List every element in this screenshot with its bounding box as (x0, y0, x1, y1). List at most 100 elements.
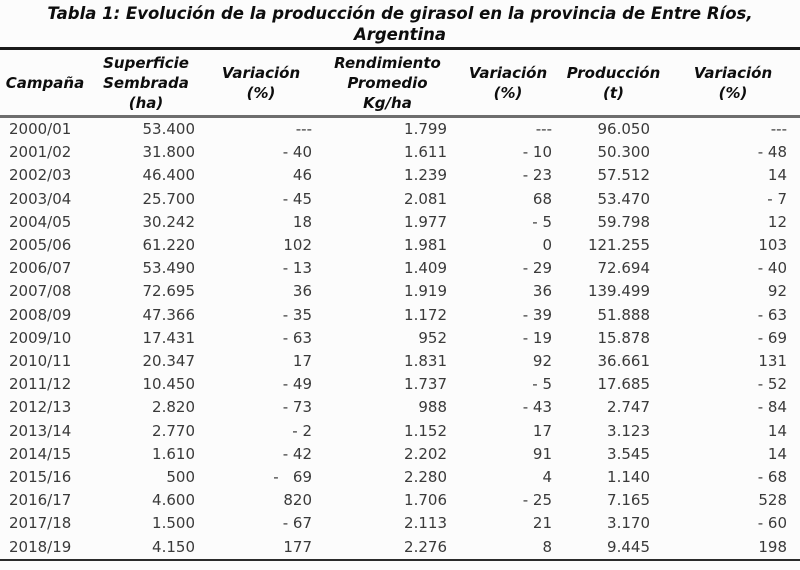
cell-produccion-t: 3.170 (607, 514, 650, 533)
cell-variacion-rendimiento-pct: - 10 (522, 143, 552, 162)
cell-campana: 2010/11 (9, 352, 72, 371)
cell-campana: 2002/03 (9, 166, 72, 185)
cell-rendimiento-promedio-kg-ha: 1.919 (404, 282, 447, 301)
cell-variacion-superficie-pct: - 49 (282, 375, 312, 394)
table-title-line1: Tabla 1: Evolución de la producción de g… (47, 4, 753, 23)
column-header-superficie-sembrada-ha: Superficie Sembrada (ha) (90, 50, 202, 118)
cell-variacion-rendimiento-pct: - 5 (532, 375, 552, 394)
cell-rendimiento-promedio-kg-ha: 1.152 (404, 421, 447, 440)
cell-variacion-superficie-pct: 17 (292, 352, 312, 371)
cell-superficie-sembrada-ha: 31.800 (142, 143, 196, 162)
cell-variacion-superficie-pct: 177 (283, 537, 312, 556)
column-header-produccion-t: Producción (t) (561, 50, 666, 118)
cell-superficie-sembrada-ha: 1.500 (152, 514, 195, 533)
cell-produccion-t: 36.661 (597, 352, 651, 371)
cell-rendimiento-promedio-kg-ha: 1.239 (404, 166, 447, 185)
cell-rendimiento-promedio-kg-ha: 1.831 (404, 352, 447, 371)
cell-produccion-t: 121.255 (587, 236, 650, 255)
cell-produccion-t: 9.445 (607, 537, 650, 556)
cell-campana: 2007/08 (9, 282, 72, 301)
cell-variacion-rendimiento-pct: - 39 (522, 305, 552, 324)
cell-variacion-produccion-pct: - 40 (757, 259, 787, 278)
cell-variacion-superficie-pct: - 40 (282, 143, 312, 162)
cell-produccion-t: 96.050 (597, 120, 651, 138)
column-header-rendimiento-promedio-kg-ha: Rendimiento Promedio Kg/ha (320, 50, 455, 118)
cell-variacion-superficie-pct: - 35 (282, 305, 312, 324)
table-row: 2007/08 72.695 36 1.919 36 139.499 92 (0, 280, 800, 303)
cell-variacion-superficie-pct: 46 (292, 166, 312, 185)
cell-rendimiento-promedio-kg-ha: 952 (418, 328, 447, 347)
cell-superficie-sembrada-ha: 20.347 (142, 352, 196, 371)
table-title-line2: Argentina (353, 25, 447, 44)
cell-rendimiento-promedio-kg-ha: 2.276 (404, 537, 447, 556)
cell-rendimiento-promedio-kg-ha: 1.706 (404, 491, 447, 510)
table-row: 2016/17 4.600 820 1.706 - 25 7.165 528 (0, 489, 800, 512)
cell-variacion-produccion-pct: - 63 (757, 305, 787, 324)
table-row: 2018/19 4.150 177 2.276 8 9.445 198 (0, 536, 800, 560)
cell-campana: 2012/13 (9, 398, 72, 417)
cell-variacion-rendimiento-pct: 36 (532, 282, 552, 301)
cell-produccion-t: 139.499 (587, 282, 650, 301)
cell-produccion-t: 1.140 (607, 468, 650, 487)
cell-produccion-t: 57.512 (597, 166, 651, 185)
cell-superficie-sembrada-ha: 1.610 (152, 444, 195, 463)
cell-campana: 2017/18 (9, 514, 72, 533)
cell-superficie-sembrada-ha: 46.400 (142, 166, 196, 185)
cell-campana: 2011/12 (9, 375, 72, 394)
cell-variacion-rendimiento-pct: --- (535, 120, 552, 138)
cell-variacion-superficie-pct: - 69 (273, 468, 312, 487)
cell-superficie-sembrada-ha: 47.366 (142, 305, 196, 324)
cell-rendimiento-promedio-kg-ha: 1.799 (404, 120, 447, 138)
cell-superficie-sembrada-ha: 53.490 (142, 259, 196, 278)
cell-campana: 2014/15 (9, 444, 72, 463)
cell-variacion-rendimiento-pct: - 43 (522, 398, 552, 417)
cell-superficie-sembrada-ha: 4.600 (152, 491, 195, 510)
column-header-variacion-produccion-pct: Variación (%) (666, 50, 800, 118)
cell-superficie-sembrada-ha: 10.450 (142, 375, 196, 394)
cell-variacion-produccion-pct: 14 (767, 166, 787, 185)
cell-variacion-produccion-pct: 12 (767, 212, 787, 231)
cell-variacion-superficie-pct: - 13 (282, 259, 312, 278)
cell-campana: 2005/06 (9, 236, 72, 255)
table-title: Tabla 1: Evolución de la producción de g… (0, 0, 800, 47)
cell-campana: 2006/07 (9, 259, 72, 278)
cell-variacion-superficie-pct: - 67 (282, 514, 312, 533)
cell-rendimiento-promedio-kg-ha: 1.981 (404, 236, 447, 255)
table-body: 2000/01 53.400 --- 1.799 --- 96.050 --- 2001/02… (0, 117, 800, 560)
table-row: 2011/12 10.450 - 49 1.737 - 5 17.685 - 52 (0, 373, 800, 396)
column-header-campana: Campaña (0, 50, 90, 118)
table-row: 2001/02 31.800 - 40 1.611 - 10 50.300 - 48 (0, 141, 800, 164)
cell-variacion-superficie-pct: 18 (292, 212, 312, 231)
cell-produccion-t: 2.747 (607, 398, 650, 417)
cell-variacion-rendimiento-pct: - 19 (522, 328, 552, 347)
cell-superficie-sembrada-ha: 61.220 (142, 236, 196, 255)
cell-superficie-sembrada-ha: 72.695 (142, 282, 196, 301)
cell-variacion-produccion-pct: 14 (767, 444, 787, 463)
cell-produccion-t: 50.300 (597, 143, 651, 162)
cell-rendimiento-promedio-kg-ha: 988 (418, 398, 447, 417)
cell-variacion-produccion-pct: --- (770, 120, 787, 138)
table-row: 2006/07 53.490 - 13 1.409 - 29 72.694 - 40 (0, 257, 800, 280)
table-row: 2012/13 2.820 - 73 988 - 43 2.747 - 84 (0, 396, 800, 419)
cell-variacion-rendimiento-pct: 4 (542, 468, 552, 487)
cell-variacion-produccion-pct: 198 (758, 537, 787, 556)
cell-rendimiento-promedio-kg-ha: 1.737 (404, 375, 447, 394)
table-row: 2017/18 1.500 - 67 2.113 21 3.170 - 60 (0, 512, 800, 535)
cell-variacion-rendimiento-pct: - 29 (522, 259, 552, 278)
table-row: 2008/09 47.366 - 35 1.172 - 39 51.888 - 63 (0, 304, 800, 327)
cell-rendimiento-promedio-kg-ha: 1.977 (404, 212, 447, 231)
cell-superficie-sembrada-ha: 30.242 (142, 212, 196, 231)
title-divider (0, 47, 800, 50)
cell-variacion-superficie-pct: - 42 (282, 444, 312, 463)
cell-variacion-rendimiento-pct: 0 (542, 236, 552, 255)
cell-variacion-rendimiento-pct: 91 (532, 444, 552, 463)
cell-rendimiento-promedio-kg-ha: 2.202 (404, 444, 447, 463)
cell-superficie-sembrada-ha: 500 (166, 468, 195, 487)
cell-variacion-produccion-pct: - 48 (757, 143, 787, 162)
cell-campana: 2013/14 (9, 421, 72, 440)
cell-campana: 2009/10 (9, 328, 72, 347)
cell-produccion-t: 15.878 (597, 328, 651, 347)
table-row: 2009/10 17.431 - 63 952 - 19 15.878 - 69 (0, 327, 800, 350)
cell-variacion-produccion-pct: - 60 (757, 514, 787, 533)
table-row: 2000/01 53.400 --- 1.799 --- 96.050 --- (0, 117, 800, 142)
